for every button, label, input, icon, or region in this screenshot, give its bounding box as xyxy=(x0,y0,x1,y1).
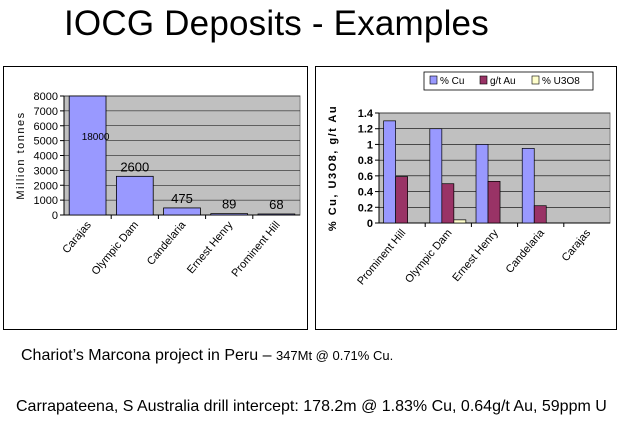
y-tick-label: 4000 xyxy=(34,151,58,163)
tonnage-chart: 0 1000 2000 3000 4000 5000 6000 7000 8000 Million… xyxy=(3,66,308,330)
bar-cu-candelaria xyxy=(521,148,535,224)
bar-cu-ernest-henry xyxy=(475,144,489,224)
y-tick-label: 0.2 xyxy=(358,202,373,214)
marcona-caption-main: Chariot’s Marcona project in Peru – xyxy=(21,347,276,364)
carrapateena-caption: Carrapateena, S Australia drill intercep… xyxy=(16,397,628,417)
bar-u3o8-olympic-dam xyxy=(453,219,467,224)
marcona-caption-detail: 347Mt @ 0.71% Cu. xyxy=(275,348,394,363)
tonnage-chart-svg: 0 1000 2000 3000 4000 5000 6000 7000 8000 Million… xyxy=(15,91,301,279)
grade-chart: 0 0.2 0.4 0.6 0.8 1 1.2 1.4 % Cu, U3O8, g/t Au Pr… xyxy=(315,66,617,330)
y-tick-label: 0.8 xyxy=(358,155,373,167)
bar-prominent-hill xyxy=(257,213,296,216)
grade-chart-svg: 0 0.2 0.4 0.6 0.8 1 1.2 1.4 % Cu, U3O8, g/t Au Pr… xyxy=(327,71,611,287)
bar-g-t-au-prominent-hill xyxy=(395,176,408,224)
y-tick-label: 5000 xyxy=(34,136,58,148)
legend-box xyxy=(423,71,594,91)
bar-olympic-dam xyxy=(115,175,154,216)
bar-g-t-au-ernest-henry xyxy=(487,181,501,224)
y-tick-label: 1 xyxy=(367,139,373,151)
bar-ernest-henry xyxy=(210,213,249,216)
y-tick-label: 1.4 xyxy=(358,108,374,120)
y-tick-label: 7000 xyxy=(34,106,58,118)
y-tick-label: 0 xyxy=(52,210,58,222)
legend-label-u3o8: % U3O8 xyxy=(542,76,580,87)
bar-g-t-au-olympic-dam xyxy=(441,183,455,224)
y-tick-label: 1000 xyxy=(34,195,58,207)
category-label-carajas: Carajas xyxy=(60,219,94,256)
data-label-candelaria: 475 xyxy=(171,191,193,206)
y-tick-label: 0.6 xyxy=(358,171,373,183)
category-label-olympic-dam: Olympic Dam xyxy=(89,219,141,277)
marcona-caption: Chariot’s Marcona project in Peru – 347M… xyxy=(21,346,393,366)
legend-swatch-u3o8 xyxy=(531,75,540,85)
category-label-carajas: Carajas xyxy=(560,227,594,264)
data-label-prominent-hill: 68 xyxy=(269,197,283,212)
bar-candelaria xyxy=(163,207,201,216)
bar-g-t-au-candelaria xyxy=(533,205,547,224)
category-label-prominent-hill: Prominent Hill xyxy=(355,227,408,287)
legend-label-cu: % Cu xyxy=(440,76,464,87)
y-tick-label: 8000 xyxy=(34,91,58,103)
legend: % Cu g/t Au % U3O8 xyxy=(423,71,594,91)
data-label-carajas: 18000 xyxy=(82,132,110,143)
slide-title: IOCG Deposits - Examples xyxy=(64,4,489,43)
legend-swatch-g-t-au xyxy=(479,75,488,85)
bar-carajas xyxy=(68,95,107,216)
y-axis-title: Million tonnes xyxy=(15,111,27,199)
y-tick-label: 0.4 xyxy=(358,187,374,199)
data-label-ernest-henry: 89 xyxy=(222,197,236,212)
carrapateena-caption-main: Carrapateena, S Australia drill intercep… xyxy=(16,398,304,415)
category-label-candelaria: Candelaria xyxy=(504,227,548,276)
carrapateena-caption-detail: 178.2m @ 1.83% Cu, 0.64g/t Au, 59ppm U xyxy=(303,398,607,415)
category-label-olympic-dam: Olympic Dam xyxy=(403,227,455,285)
bar-cu-prominent-hill xyxy=(383,120,396,224)
category-label-ernest-henry: Ernest Henry xyxy=(185,219,236,276)
data-label-olympic-dam: 2600 xyxy=(120,159,149,174)
category-label-candelaria: Candelaria xyxy=(145,219,189,268)
y-tick-label: 2000 xyxy=(34,180,58,192)
y-tick-label: 6000 xyxy=(34,121,58,133)
y-axis-title: % Cu, U3O8, g/t Au xyxy=(327,105,339,231)
legend-swatch-cu xyxy=(429,75,438,85)
category-label-prominent-hill: Prominent Hill xyxy=(229,219,282,279)
legend-label-g-t-au: g/t Au xyxy=(490,76,516,87)
bar-cu-olympic-dam xyxy=(429,128,443,224)
y-tick-label: 3000 xyxy=(34,165,58,177)
y-tick-label: 0 xyxy=(367,218,373,230)
y-tick-label: 1.2 xyxy=(358,124,373,136)
category-label-ernest-henry: Ernest Henry xyxy=(450,227,501,284)
